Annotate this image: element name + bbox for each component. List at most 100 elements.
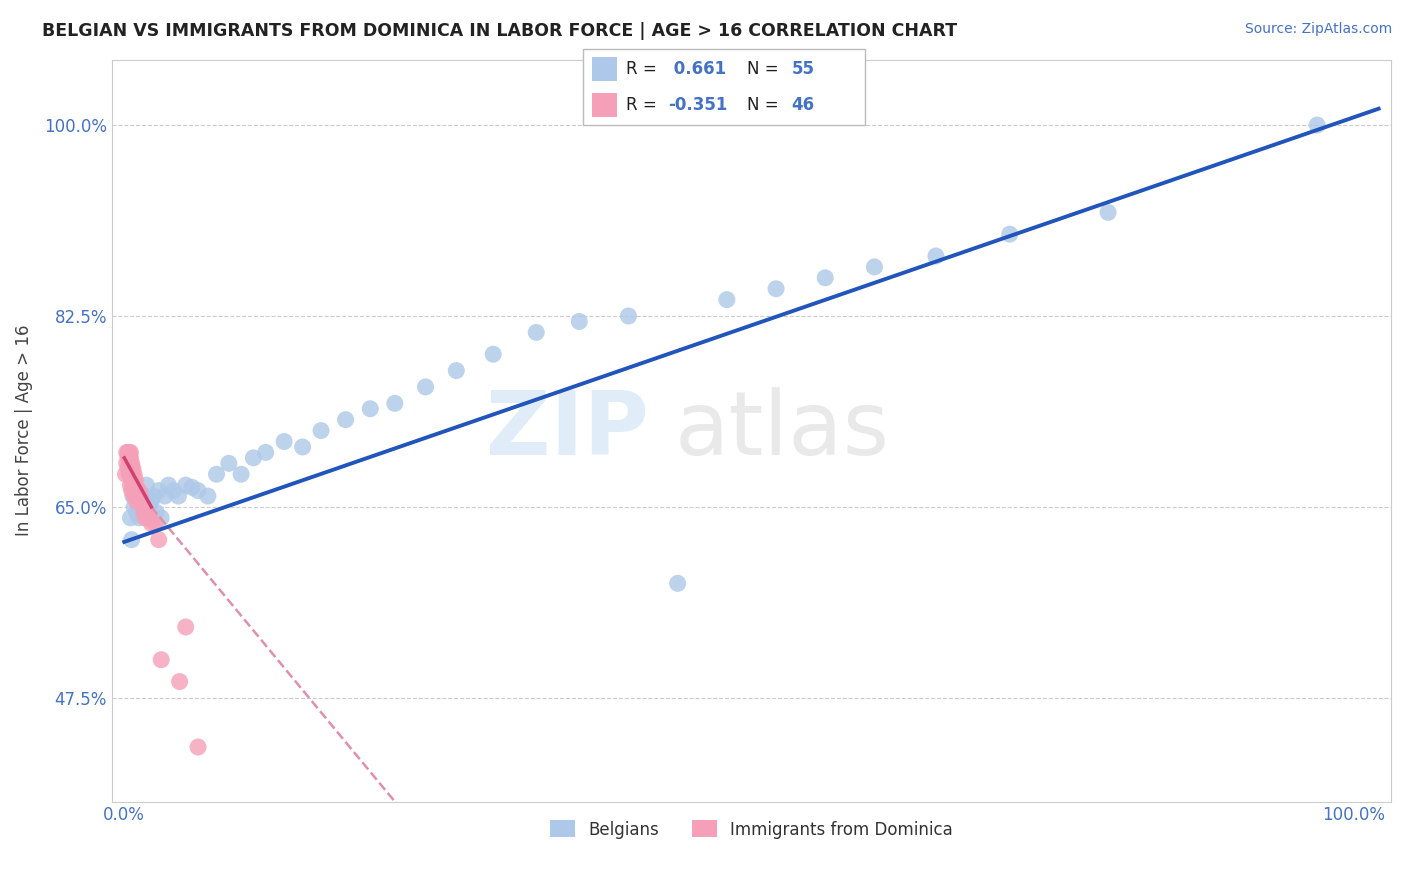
Point (141, 494, 163, 508)
Point (150, 511, 173, 525)
Point (120, 450, 142, 465)
Point (218, 456, 240, 470)
Point (118, 450, 141, 465)
Point (187, 739, 209, 754)
Point (124, 473, 146, 487)
Point (135, 505, 157, 519)
Point (148, 533, 170, 547)
Point (132, 502, 155, 516)
Point (118, 456, 141, 470)
Point (122, 480, 145, 494)
Point (568, 314, 591, 328)
Point (153, 489, 176, 503)
Point (242, 450, 264, 465)
Point (205, 467, 228, 482)
Point (716, 293, 738, 307)
Point (121, 462, 143, 476)
Point (125, 489, 148, 503)
Text: R =: R = (626, 60, 662, 78)
Point (174, 478, 197, 492)
Point (273, 434, 295, 449)
Point (134, 489, 156, 503)
Point (132, 498, 155, 512)
Point (127, 494, 149, 508)
Point (150, 653, 173, 667)
Point (115, 456, 138, 470)
Point (174, 620, 197, 634)
Point (122, 475, 145, 490)
Point (121, 456, 143, 470)
Point (120, 456, 142, 470)
Point (309, 424, 332, 438)
Point (121, 483, 143, 498)
Point (666, 576, 689, 591)
Point (415, 380, 437, 394)
Text: R =: R = (626, 96, 662, 114)
Point (157, 478, 180, 492)
Point (229, 467, 252, 482)
Point (131, 489, 153, 503)
Point (129, 489, 152, 503)
Point (617, 309, 640, 323)
Point (169, 674, 191, 689)
Bar (592, 93, 617, 118)
Legend: Belgians, Immigrants from Dominica: Belgians, Immigrants from Dominica (543, 814, 960, 846)
Point (384, 396, 406, 410)
Point (120, 445, 142, 459)
Point (998, 227, 1021, 242)
Point (135, 478, 157, 492)
Point (1306, 118, 1329, 132)
Point (125, 489, 148, 503)
Point (925, 249, 948, 263)
Point (124, 480, 146, 494)
Point (125, 480, 148, 494)
Point (145, 505, 167, 519)
Point (122, 500, 145, 514)
Point (1097, 205, 1119, 219)
Text: 46: 46 (792, 96, 814, 114)
Point (122, 489, 145, 503)
Point (138, 511, 160, 525)
Text: N =: N = (747, 60, 783, 78)
Point (132, 505, 155, 519)
Point (121, 473, 143, 487)
Point (446, 363, 468, 377)
Point (162, 483, 184, 498)
Point (291, 440, 314, 454)
Point (121, 533, 143, 547)
Point (143, 516, 166, 531)
Text: BELGIAN VS IMMIGRANTS FROM DOMINICA IN LABOR FORCE | AGE > 16 CORRELATION CHART: BELGIAN VS IMMIGRANTS FROM DOMINICA IN L… (42, 22, 957, 40)
Point (117, 445, 139, 459)
Point (180, 480, 202, 494)
Point (167, 489, 190, 503)
Text: ZIP: ZIP (486, 387, 650, 474)
Text: N =: N = (747, 96, 783, 114)
Text: atlas: atlas (675, 387, 890, 474)
Point (120, 478, 142, 492)
Point (132, 494, 155, 508)
Point (128, 483, 150, 498)
Text: 0.661: 0.661 (668, 60, 725, 78)
Point (148, 483, 170, 498)
Point (765, 282, 787, 296)
Point (120, 467, 142, 482)
Text: 55: 55 (792, 60, 814, 78)
Point (118, 467, 141, 482)
Y-axis label: In Labor Force | Age > 16: In Labor Force | Age > 16 (15, 325, 32, 536)
Point (131, 494, 153, 508)
Text: -0.351: -0.351 (668, 96, 727, 114)
Text: Source: ZipAtlas.com: Source: ZipAtlas.com (1244, 22, 1392, 37)
Point (524, 326, 547, 340)
Point (122, 483, 145, 498)
Point (142, 489, 165, 503)
Point (117, 462, 139, 476)
Bar (592, 57, 617, 81)
Point (141, 516, 163, 531)
Point (197, 489, 219, 503)
Point (128, 511, 150, 525)
Point (114, 467, 136, 482)
Point (124, 478, 146, 492)
Point (187, 483, 209, 498)
Point (134, 511, 156, 525)
Point (120, 511, 142, 525)
